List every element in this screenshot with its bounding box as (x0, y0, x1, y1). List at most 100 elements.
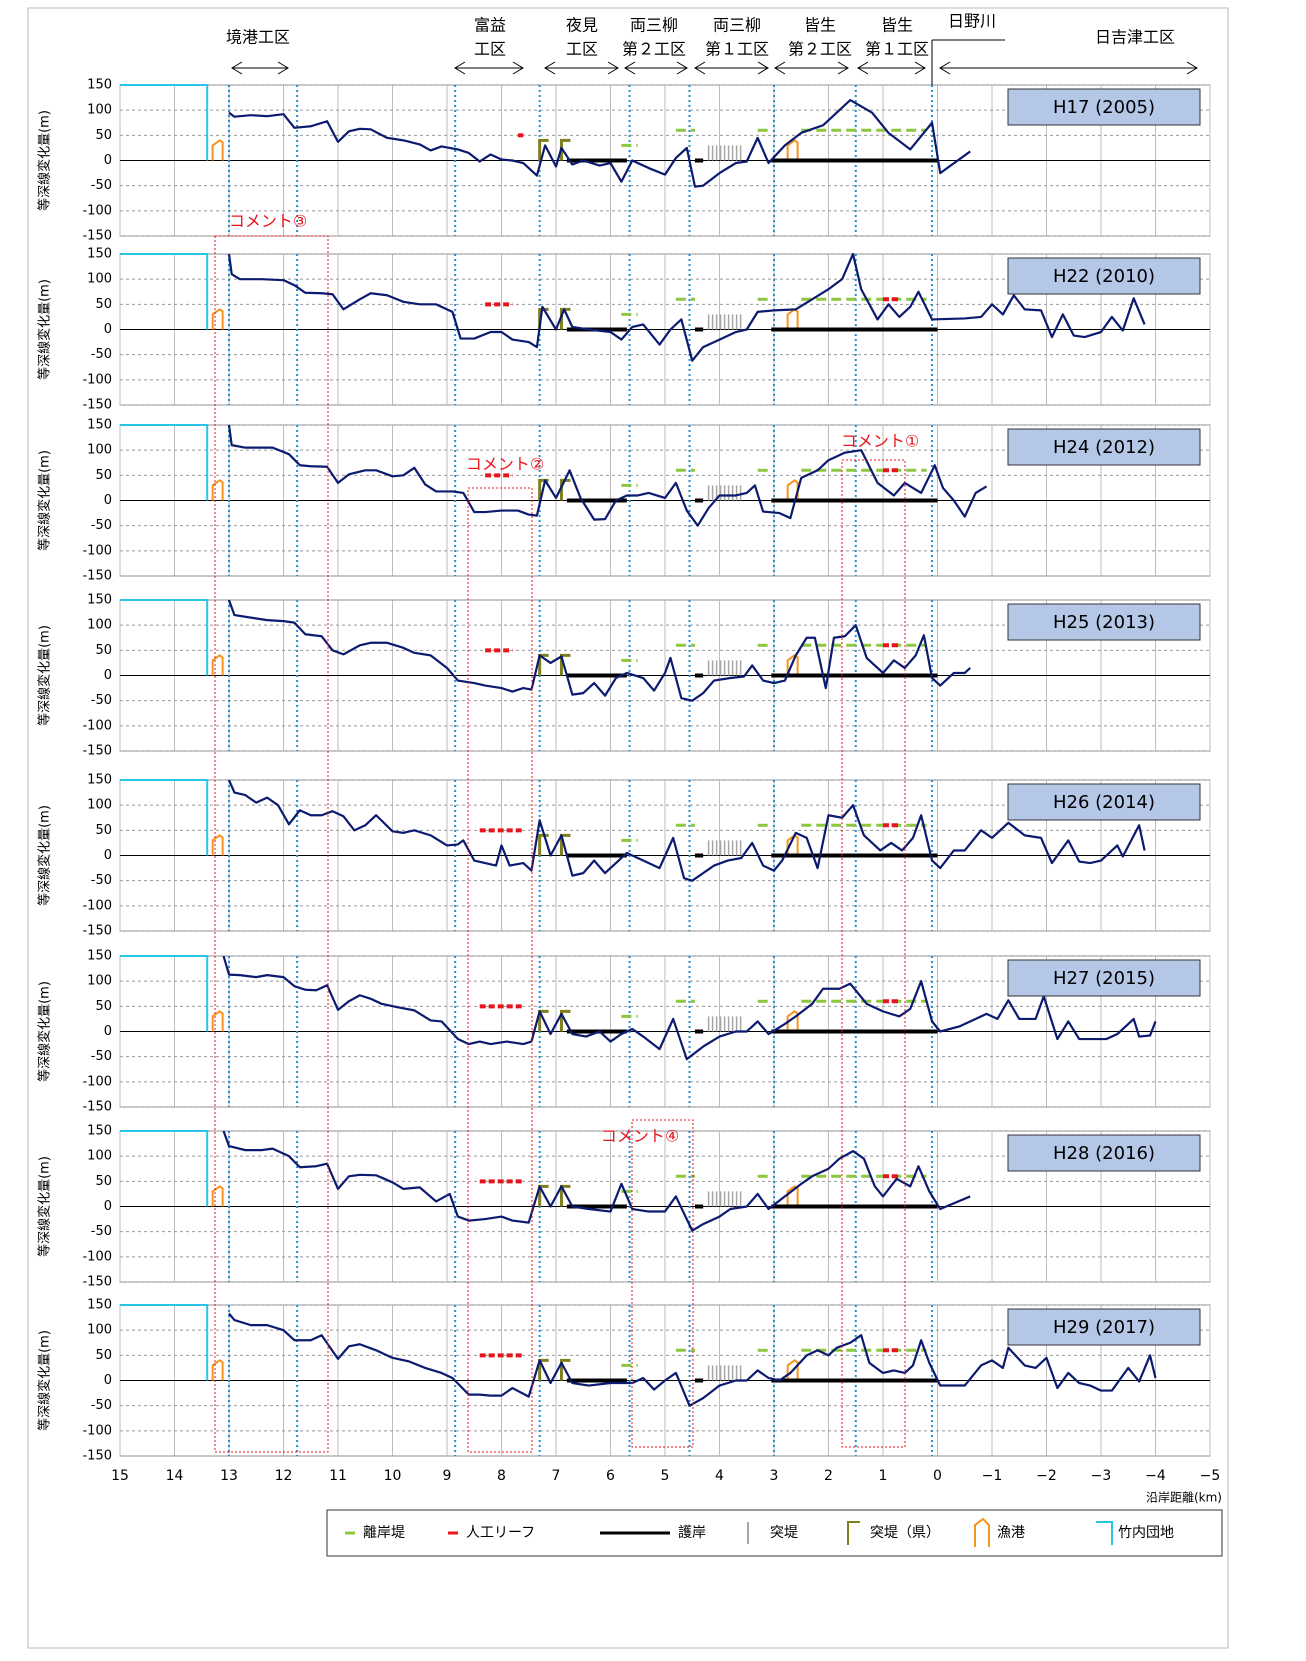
y-tick-label: -100 (82, 372, 112, 387)
y-tick-label: -150 (82, 1449, 112, 1464)
y-tick-label: -150 (82, 229, 112, 244)
x-tick-label: 9 (443, 1468, 452, 1484)
y-tick-label: 0 (104, 493, 112, 508)
port (211, 1359, 224, 1381)
x-tick-label: 15 (111, 1468, 129, 1484)
port (211, 654, 224, 676)
pref-groin (559, 1358, 571, 1381)
pref-groin (538, 138, 549, 161)
y-tick-label: 150 (87, 1124, 112, 1139)
comment-box (467, 487, 533, 1453)
legend-label: 突堤（県） (870, 1525, 940, 1541)
arrow-head (512, 61, 524, 75)
data-line (227, 599, 971, 702)
pref-groin (559, 138, 571, 161)
panel-label-box (1007, 88, 1201, 126)
y-axis-label: 等深線変化量(m) (37, 1156, 53, 1257)
x-tick-label: 7 (552, 1468, 561, 1484)
zone-label: 第２工区 (622, 40, 686, 59)
panel-label: H17 (2005) (1053, 97, 1155, 118)
y-tick-label: -50 (91, 1049, 112, 1064)
panel-label-box (1007, 603, 1201, 641)
x-tick-label: 0 (933, 1468, 942, 1484)
x-tick-label: 3 (770, 1468, 779, 1484)
port (211, 308, 224, 330)
y-tick-label: 100 (87, 974, 112, 989)
comment-box (631, 1119, 694, 1448)
port (211, 834, 224, 856)
arrow-head (774, 61, 786, 75)
panel-label: H25 (2013) (1053, 612, 1155, 633)
y-tick-label: -100 (82, 898, 112, 913)
comment-label: コメント① (841, 432, 919, 451)
y-tick-label: 150 (87, 247, 112, 262)
data-line (228, 1312, 1157, 1407)
danchi (120, 84, 209, 161)
y-tick-label: -150 (82, 924, 112, 939)
y-tick-label: -100 (82, 203, 112, 218)
legend-label: 突堤 (770, 1525, 798, 1541)
comment-box (841, 459, 906, 1448)
y-axis-label: 等深線変化量(m) (37, 279, 53, 380)
zone-label: 富益 (474, 16, 506, 35)
y-tick-label: 100 (87, 443, 112, 458)
panel-label: H26 (2014) (1053, 792, 1155, 813)
x-tick-label: 8 (497, 1468, 506, 1484)
data-line (227, 252, 1146, 362)
y-tick-label: -100 (82, 718, 112, 733)
panel-label: H28 (2016) (1053, 1143, 1155, 1164)
groins (707, 1365, 742, 1381)
y-tick-label: -150 (82, 398, 112, 413)
comment-label: コメント③ (229, 212, 307, 231)
y-tick-label: 0 (104, 1199, 112, 1214)
y-tick-label: -50 (91, 693, 112, 708)
legend-symbol (1096, 1521, 1113, 1545)
comment-box (214, 235, 329, 1453)
zone-label: 工区 (474, 40, 506, 59)
y-tick-label: 100 (87, 272, 112, 287)
arrow-head (454, 61, 466, 75)
y-tick-label: -100 (82, 1423, 112, 1438)
y-axis-label: 等深線変化量(m) (37, 981, 53, 1082)
x-tick-label: −4 (1145, 1468, 1166, 1484)
y-axis-label: 等深線変化量(m) (37, 805, 53, 906)
danchi (120, 779, 209, 856)
y-axis-label: 等深線変化量(m) (37, 450, 53, 551)
zone-label: 皆生 (881, 16, 913, 35)
comment-label: コメント④ (601, 1127, 679, 1146)
port (786, 1359, 799, 1381)
y-tick-label: 150 (87, 418, 112, 433)
arrow-head (624, 61, 636, 75)
danchi (120, 1304, 209, 1381)
y-tick-label: 0 (104, 1373, 112, 1388)
danchi (120, 955, 209, 1032)
legend-label: 離岸堤 (363, 1524, 405, 1541)
port (211, 1185, 224, 1207)
panel-label-box (1007, 1134, 1201, 1172)
y-tick-label: 50 (95, 128, 112, 143)
pref-groin (559, 478, 571, 501)
data-line (227, 424, 988, 527)
danchi (120, 253, 209, 330)
y-tick-label: 0 (104, 153, 112, 168)
y-tick-label: 100 (87, 798, 112, 813)
data-line (222, 1130, 971, 1232)
panel-label-box (1007, 783, 1201, 821)
x-tick-label: 5 (661, 1468, 670, 1484)
x-tick-label: 12 (275, 1468, 293, 1484)
danchi (120, 1130, 209, 1207)
zone-label: 両三柳 (713, 16, 761, 35)
panel-label-box (1007, 257, 1201, 295)
panel-label: H24 (2012) (1053, 437, 1155, 458)
y-tick-label: 50 (95, 297, 112, 312)
pref-groin (559, 307, 571, 330)
x-tick-label: 14 (166, 1468, 184, 1484)
panel-label-box (1007, 428, 1201, 466)
x-tick-label: −5 (1200, 1468, 1221, 1484)
y-tick-label: 100 (87, 103, 112, 118)
y-tick-label: -150 (82, 744, 112, 759)
groins (707, 145, 742, 161)
arrow-head (277, 61, 289, 75)
x-tick-label: 10 (384, 1468, 402, 1484)
y-tick-label: 0 (104, 322, 112, 337)
